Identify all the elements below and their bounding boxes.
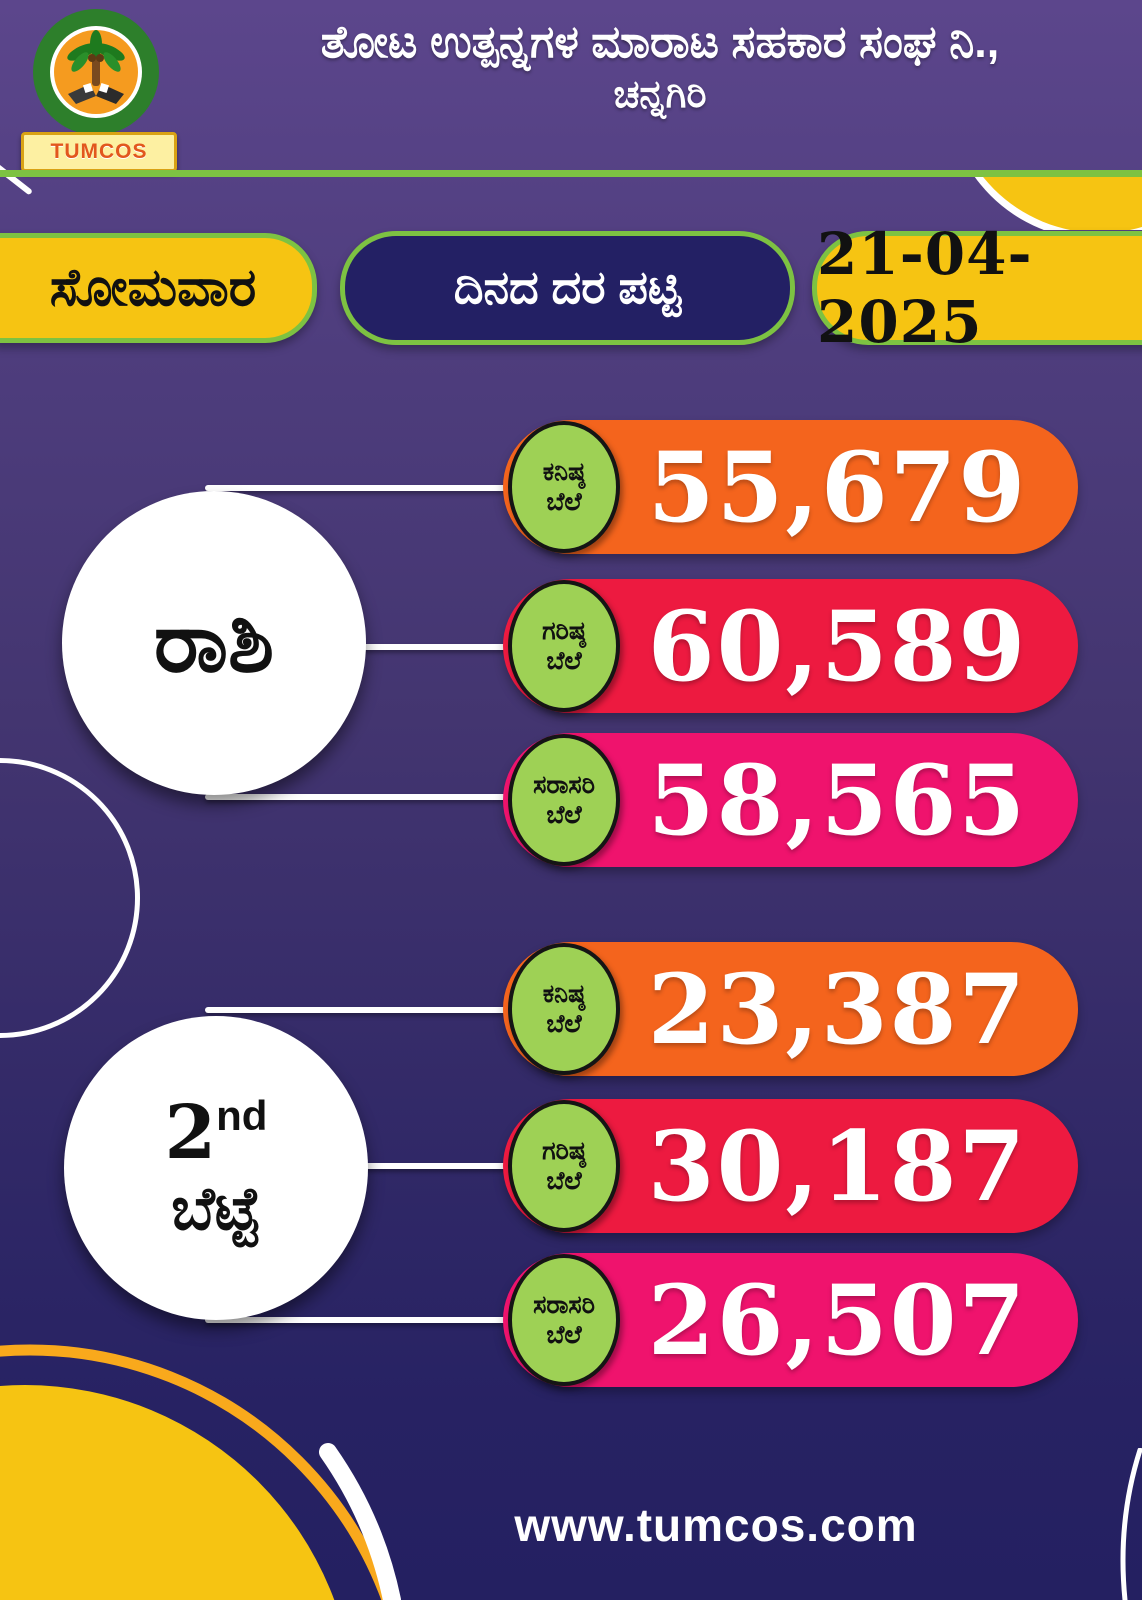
price-value: 30,187 [647,1109,1028,1223]
price-value: 60,589 [647,589,1028,703]
date-label: 21-04-2025 [817,220,1033,356]
rate-list-title-pill: ದಿನದ ದರ ಪಟ್ಟಿ [340,231,795,345]
date-pill: 21-04-2025 [812,220,1142,356]
day-pill: ಸೋಮವಾರ [0,233,317,343]
decor-bottom-left-blob [0,1338,460,1600]
badge-label-top: ಗರಿಷ್ಠ [542,1137,586,1165]
decor-left-ring [0,758,140,1038]
price-row-min: ಕನಿಷ್ಠ ಬೆಲೆ 23,387 [503,942,1078,1076]
connector-line [205,485,517,491]
price-type-badge: ಗರಿಷ್ಠ ಬೆಲೆ [508,580,620,712]
badge-label-top: ಸರಾಸರಿ [533,771,595,799]
rate-list-title: ದಿನದ ದರ ಪಟ್ಟಿ [453,261,682,313]
org-name: ತೋಟ ಉತ್ಪನ್ನಗಳ ಮಾರಾಟ ಸಹಕಾರ ಸಂಘ ನಿ., [320,16,1000,67]
badge-label-bottom: ಬೆಲೆ [546,801,582,829]
badge-label-bottom: ಬೆಲೆ [546,488,582,516]
org-place: ಚನ್ನಗಿರಿ [613,74,707,117]
price-row-max: ಗರಿಷ್ಠ ಬೆಲೆ 30,187 [503,1099,1078,1233]
price-type-badge: ಕನಿಷ್ಠ ಬೆಲೆ [508,943,620,1075]
tumcos-logo: TUMCOS [16,6,177,172]
badge-label-bottom: ಬೆಲೆ [546,1321,582,1349]
badge-label-bottom: ಬೆಲೆ [546,647,582,675]
price-type-badge: ಸರಾಸರಿ ಬೆಲೆ [508,734,620,866]
price-type-badge: ಕನಿಷ್ಠ ಬೆಲೆ [508,421,620,553]
group-circle-2nd-bette: 2nd ಬೆಟ್ಟೆ [64,1016,368,1320]
badge-label-bottom: ಬೆಲೆ [546,1167,582,1195]
badge-label-top: ಸರಾಸರಿ [533,1291,595,1319]
price-row-avg: ಸರಾಸರಿ ಬೆಲೆ 26,507 [503,1253,1078,1387]
website-url: www.tumcos.com [514,1499,918,1551]
price-row-avg: ಸರಾಸರಿ ಬೆಲೆ 58,565 [503,733,1078,867]
price-row-min: ಕನಿಷ್ಠ ಬೆಲೆ 55,679 [503,420,1078,554]
connector-line [205,1007,517,1013]
header: TUMCOS ತೋಟ ಉತ್ಪನ್ನಗಳ ಮಾರಾಟ ಸಹಕಾರ ಸಂಘ ನಿ.… [0,0,1142,172]
badge-label-top: ಗರಿಷ್ಠ [542,617,586,645]
tumcos-emblem-icon [33,9,159,135]
badge-label-top: ಕನಿಷ್ಠ [542,458,586,486]
group-label-number: 2nd [164,1089,268,1176]
badge-label-top: ಕನಿಷ್ಠ [542,980,586,1008]
price-type-badge: ಸರಾಸರಿ ಬೆಲೆ [508,1254,620,1386]
price-value: 58,565 [647,743,1028,857]
connector-line [205,794,517,800]
tumcos-ribbon-label: TUMCOS [50,140,148,163]
badge-label-bottom: ಬೆಲೆ [546,1010,582,1038]
header-titles: ತೋಟ ಉತ್ಪನ್ನಗಳ ಮಾರಾಟ ಸಹಕಾರ ಸಂಘ ನಿ., ಚನ್ನಗ… [190,14,1130,117]
header-divider [0,170,1142,177]
day-label: ಸೋಮವಾರ [49,258,257,317]
price-row-max: ಗರಿಷ್ಠ ಬೆಲೆ 60,589 [503,579,1078,713]
price-value: 55,679 [647,430,1028,544]
tumcos-ribbon: TUMCOS [21,132,177,172]
connector-line [205,1317,517,1323]
price-value: 26,507 [647,1263,1028,1377]
group-circle-rashi: ರಾಶಿ [62,491,366,795]
price-value: 23,387 [647,952,1028,1066]
group-label: ರಾಶಿ [153,595,275,689]
ordinal-suffix: nd [216,1091,268,1139]
price-type-badge: ಗರಿಷ್ಠ ಬೆಲೆ [508,1100,620,1232]
group-label-text: ಬೆಟ್ಟೆ [171,1174,261,1242]
